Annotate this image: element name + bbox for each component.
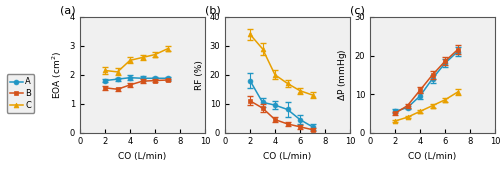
Y-axis label: RF (%): RF (%) [195,60,204,90]
X-axis label: CO (L/min): CO (L/min) [408,152,457,161]
Text: (c): (c) [350,5,365,15]
X-axis label: CO (L/min): CO (L/min) [264,152,312,161]
Legend: A, B, C: A, B, C [6,74,34,113]
X-axis label: CO (L/min): CO (L/min) [118,152,166,161]
Y-axis label: $\Delta$P (mmHg): $\Delta$P (mmHg) [336,48,349,101]
Text: (b): (b) [205,5,221,15]
Y-axis label: EOA (cm$^2$): EOA (cm$^2$) [51,51,64,99]
Text: (a): (a) [60,5,76,15]
